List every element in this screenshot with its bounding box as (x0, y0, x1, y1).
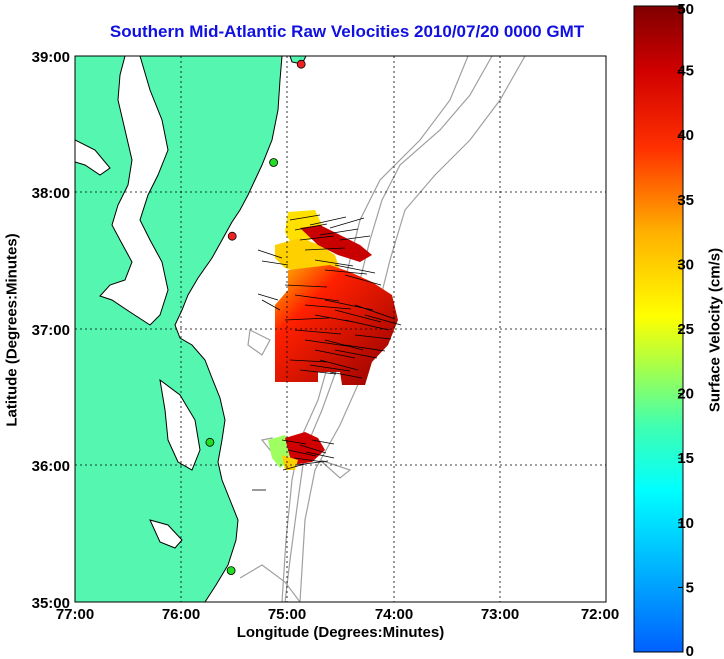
colorbar-tick-label: 20 (677, 386, 694, 403)
y-tick-label: 37:00 (32, 322, 70, 339)
radar-site-marker (227, 231, 237, 241)
colorbar-tick-label: 25 (677, 321, 694, 338)
colorbar-tick-label: 10 (677, 515, 694, 532)
chesapeake-bay (75, 56, 201, 549)
x-tick-label: 76:00 (162, 606, 200, 623)
radar-site-marker (226, 566, 236, 575)
y-tick-labels: 39:00 38:00 37:00 36:00 35:00 (32, 49, 70, 612)
colorbar-tick-label: 15 (677, 450, 694, 467)
x-tick-label: 77:00 (56, 606, 94, 623)
radar-sites (205, 59, 306, 575)
colorbar-tick-label: 0 (686, 643, 694, 659)
x-tick-labels: 77:00 76:00 75:00 74:00 73:00 72:00 (56, 606, 619, 623)
plot-frame (74, 55, 607, 603)
colorbar-tick-label: 30 (677, 256, 694, 273)
velocity-vectors (252, 214, 402, 491)
x-axis-label: Longitude (Degrees:Minutes) (236, 624, 445, 641)
map-grid (75, 56, 606, 602)
colorbar-tick-label: 45 (677, 63, 694, 80)
colorbar-tick-label: 5 (686, 579, 694, 596)
colorbar-scale (633, 5, 684, 653)
map-title: Southern Mid-Atlantic Raw Velocities 201… (109, 22, 585, 41)
x-tick-label: 74:00 (375, 606, 413, 623)
radar-site-marker (296, 59, 306, 69)
x-tick-label: 73:00 (481, 606, 519, 623)
x-tick-label: 75:00 (268, 606, 306, 623)
radar-site-marker (269, 158, 279, 167)
y-tick-label: 39:00 (32, 49, 70, 66)
radar-site-marker (205, 437, 215, 447)
colorbar-tick-label: 40 (677, 127, 694, 144)
colorbar-tick-label: 35 (677, 192, 694, 209)
y-tick-label: 38:00 (32, 185, 70, 202)
colorbar-tick-label: 50 (677, 1, 694, 18)
colorbar: 0 5 10 15 20 25 30 35 40 45 50 (633, 1, 694, 659)
x-tick-label: 72:00 (581, 606, 619, 623)
y-tick-label: 35:00 (32, 595, 70, 612)
map-plot-area (75, 56, 606, 602)
y-tick-label: 36:00 (32, 458, 70, 475)
